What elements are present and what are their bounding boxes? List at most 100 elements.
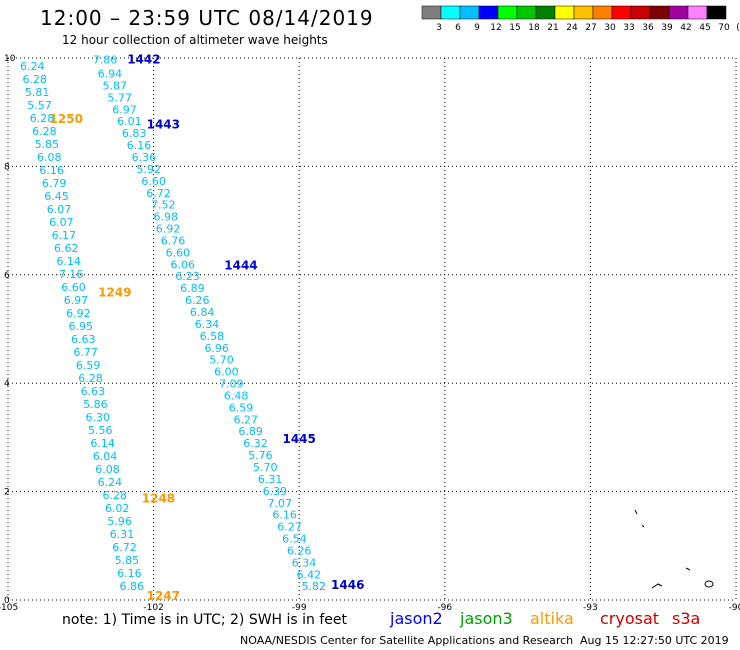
y-tick-label: 6 [4, 271, 10, 281]
scale-swatch [554, 5, 575, 20]
data-point: 6.14 [56, 255, 81, 268]
data-point: 5.85 [35, 138, 60, 151]
data-point: 6.84 [190, 306, 215, 319]
data-point: 6.59 [76, 359, 101, 372]
data-point: 6.36 [132, 151, 157, 164]
data-point: 6.63 [81, 385, 106, 398]
data-point: 6.00 [214, 366, 239, 379]
scale-swatch [668, 5, 689, 20]
data-point: 6.54 [282, 533, 307, 546]
data-point: 6.34 [292, 556, 317, 569]
data-point: 6.28 [32, 125, 57, 138]
data-point: 5.82 [302, 580, 327, 593]
footer-stamp: Aug 15 12:27:50 UTC 2019 [580, 634, 729, 647]
data-point: 6.76 [161, 234, 186, 247]
scale-label: 24 [566, 23, 578, 33]
data-point: 6.07 [47, 203, 72, 216]
data-point: 6.45 [44, 190, 69, 203]
data-point: 6.59 [229, 401, 254, 414]
track-label: 1248 [142, 491, 175, 505]
data-point: 6.06 [170, 258, 195, 271]
track-label: 1442 [127, 52, 160, 66]
data-point: 5.92 [136, 163, 161, 176]
x-tick-label: -96 [437, 603, 452, 613]
data-point: 6.30 [86, 411, 111, 424]
track-label: 1446 [331, 578, 364, 592]
legend-cryosat: cryosat [600, 609, 660, 628]
x-tick-label: -93 [583, 603, 598, 613]
scale-label: 15 [509, 23, 520, 33]
scale-label: 39 [661, 23, 673, 33]
scale-swatch [459, 5, 480, 20]
data-point: 6.72 [112, 541, 137, 554]
scale-swatch [649, 5, 670, 20]
data-point: 6.16 [127, 139, 152, 152]
data-point: 6.27 [277, 521, 302, 534]
chart-grid [7, 57, 737, 601]
data-point: 6.58 [200, 330, 225, 343]
data-point: 6.17 [52, 229, 77, 242]
scale-swatch [535, 5, 556, 20]
data-point: 6.28 [30, 112, 55, 125]
scale-label: 6 [455, 23, 461, 33]
legend-jason2: jason2 [390, 609, 443, 628]
data-point: 6.28 [22, 73, 47, 86]
data-point: 7.09 [219, 378, 244, 391]
legend-s3a: s3a [672, 609, 701, 628]
x-tick-label: -99 [292, 603, 307, 613]
data-point: 6.95 [69, 320, 94, 333]
data-point: 6.07 [49, 216, 74, 229]
track-label: 1249 [98, 285, 131, 299]
data-point: 6.42 [297, 568, 322, 581]
data-point: 6.96 [204, 342, 229, 355]
data-point: 6.89 [238, 425, 263, 438]
data-point: 7.16 [59, 268, 84, 281]
scale-label: 3 [436, 23, 442, 33]
legend-note: note: 1) Time is in UTC; 2) SWH is in fe… [62, 612, 348, 628]
chart-points: 7.866.945.875.776.976.016.836.166.365.92… [20, 53, 326, 593]
scale-swatch [573, 5, 594, 20]
data-point: 6.01 [117, 115, 142, 128]
scale-swatch [421, 5, 442, 20]
scale-swatch [516, 5, 537, 20]
data-point: 6.14 [90, 437, 115, 450]
scale-label: 21 [547, 23, 558, 33]
data-point: 6.28 [78, 372, 103, 385]
data-point: 6.16 [117, 567, 142, 580]
scale-label: 18 [528, 23, 540, 33]
y-tick-label: 8 [4, 162, 10, 172]
data-point: 6.08 [37, 151, 62, 164]
data-point: 5.70 [209, 354, 234, 367]
x-tick-label: -102 [143, 603, 163, 613]
track-label: 1443 [147, 117, 180, 131]
data-point: 6.60 [61, 281, 86, 294]
data-point: 6.60 [166, 246, 191, 259]
scale-label: 42 [680, 23, 691, 33]
data-point: 6.34 [195, 318, 220, 331]
y-tick-label: 4 [4, 379, 10, 389]
data-point: 6.97 [64, 294, 89, 307]
scale-label: 45 [699, 23, 710, 33]
data-point: 5.86 [83, 398, 108, 411]
scale-swatch [687, 5, 708, 20]
data-point: 6.83 [122, 127, 147, 140]
data-point: 6.32 [243, 437, 268, 450]
data-point: 6.63 [71, 333, 96, 346]
data-point: 5.96 [107, 515, 132, 528]
data-point: 6.27 [234, 413, 259, 426]
scale-label: 33 [623, 23, 634, 33]
page-subtitle: 12 hour collection of altimeter wave hei… [62, 33, 328, 47]
legend-altika: altika [530, 609, 574, 628]
x-tick-label: -105 [0, 603, 18, 613]
data-point: 7.07 [268, 497, 293, 510]
scale-swatch [706, 5, 727, 20]
data-point: 6.39 [263, 485, 288, 498]
data-point: 5.85 [115, 554, 140, 567]
data-point: 6.92 [156, 223, 181, 236]
scale-label: 30 [604, 23, 616, 33]
chart-ticks: -105 -102 -99 -96 -93 -90 0 2 4 6 8 10 [0, 54, 740, 613]
data-point: 6.72 [146, 187, 171, 200]
data-point: 6.98 [153, 211, 178, 224]
scale-swatch [497, 5, 518, 20]
